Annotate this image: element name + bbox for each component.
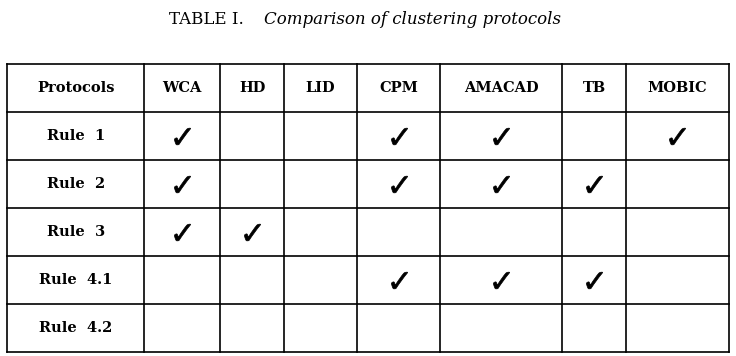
Text: LID: LID — [305, 81, 336, 95]
Text: Rule  4.2: Rule 4.2 — [39, 321, 113, 335]
Text: Rule  3: Rule 3 — [46, 225, 105, 239]
Text: HD: HD — [239, 81, 266, 95]
Text: Rule  2: Rule 2 — [46, 177, 105, 191]
Text: AMACAD: AMACAD — [464, 81, 539, 95]
Text: Protocols: Protocols — [37, 81, 115, 95]
Text: CPM: CPM — [379, 81, 418, 95]
Text: WCA: WCA — [163, 81, 202, 95]
Text: MOBIC: MOBIC — [648, 81, 707, 95]
Text: TABLE I.: TABLE I. — [169, 11, 244, 28]
Text: Rule  1: Rule 1 — [46, 129, 105, 143]
Text: TB: TB — [583, 81, 606, 95]
Text: Rule  4.1: Rule 4.1 — [39, 273, 113, 287]
Text: Comparison of clustering protocols: Comparison of clustering protocols — [263, 11, 561, 28]
